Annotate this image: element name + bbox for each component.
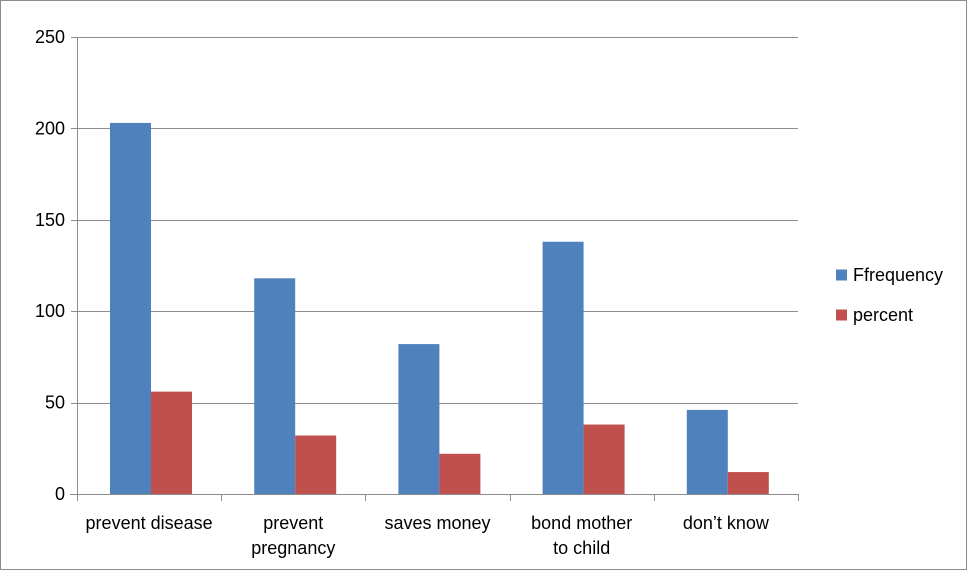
bars: [110, 122, 769, 494]
bar-ffrequency-3: [542, 241, 584, 494]
y-tick-label-250: 250: [35, 27, 65, 47]
x-tick-label-0: prevent disease: [86, 513, 213, 533]
bar-percent-1: [295, 435, 337, 494]
legend-swatch-ffrequency: [836, 269, 847, 281]
bar-ffrequency-0: [110, 122, 151, 494]
x-tick-label-4: don’t know: [683, 513, 770, 533]
y-tick-label-150: 150: [35, 210, 65, 230]
legend-label-ffrequency: Ffrequency: [853, 265, 943, 285]
x-tick-label-line: bond mother: [531, 513, 632, 533]
legend: Ffrequency percent: [836, 265, 943, 325]
x-tick-label-3: bond mother to child: [531, 513, 632, 558]
x-tick-label-line: don’t know: [683, 513, 770, 533]
x-tick-label-2: saves money: [384, 513, 490, 533]
legend-swatch-percent: [836, 309, 847, 321]
axes: [70, 37, 799, 501]
bar-ffrequency-1: [254, 278, 296, 494]
gridlines: [77, 37, 798, 404]
x-tick-label-line: saves money: [384, 513, 490, 533]
bar-ffrequency-4: [686, 409, 728, 494]
x-tick-label-line: prevent: [263, 513, 323, 533]
y-tick-label-0: 0: [55, 484, 65, 504]
bar-ffrequency-2: [398, 344, 440, 494]
x-tick-label-line: prevent disease: [86, 513, 213, 533]
x-tick-label-1: prevent pregnancy: [251, 513, 335, 558]
x-tick-label-line: pregnancy: [251, 538, 335, 558]
y-axis-tick-labels: 0 50 100 150 200 250: [35, 27, 65, 504]
bar-percent-3: [583, 424, 625, 494]
y-tick-label-200: 200: [35, 118, 65, 138]
legend-label-percent: percent: [853, 305, 913, 325]
bar-percent-0: [151, 391, 192, 494]
bar-percent-2: [439, 453, 481, 494]
y-tick-label-100: 100: [35, 301, 65, 321]
x-tick-label-line: to child: [553, 538, 610, 558]
y-tick-label-50: 50: [45, 393, 65, 413]
x-axis-tick-labels: prevent disease prevent pregnancy saves mon…: [86, 513, 770, 558]
bar-percent-4: [727, 472, 769, 494]
